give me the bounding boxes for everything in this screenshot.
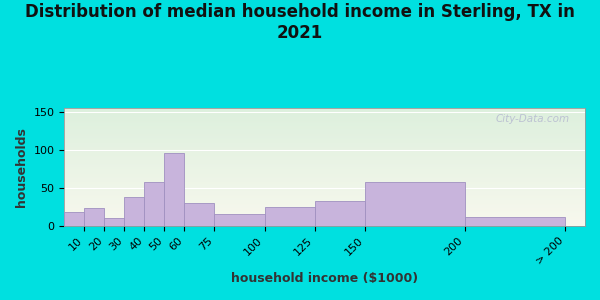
Bar (164, 153, 184, 226)
Bar (145, 182, 164, 226)
Bar (365, 182, 465, 226)
Bar (465, 217, 565, 226)
X-axis label: household income ($1000): household income ($1000) (231, 272, 418, 285)
Bar (104, 218, 124, 226)
Bar (214, 214, 265, 226)
Bar (184, 203, 214, 226)
Bar (124, 197, 145, 226)
Text: City-Data.com: City-Data.com (495, 114, 569, 124)
Bar (64, 212, 85, 226)
Text: Distribution of median household income in Sterling, TX in
2021: Distribution of median household income … (25, 3, 575, 42)
Bar (85, 208, 104, 226)
Bar (265, 207, 314, 226)
Bar (314, 201, 365, 226)
Y-axis label: households: households (15, 127, 28, 207)
